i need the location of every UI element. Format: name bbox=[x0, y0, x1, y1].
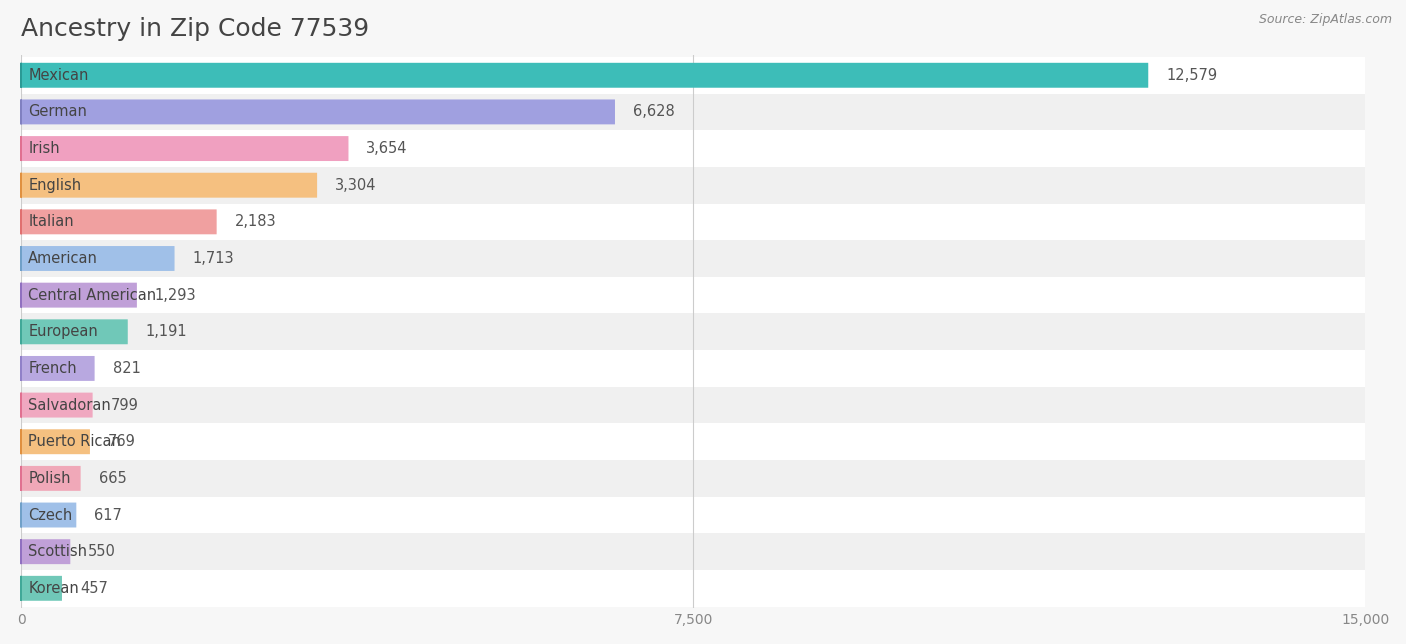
Text: Central American: Central American bbox=[28, 288, 156, 303]
FancyBboxPatch shape bbox=[21, 502, 76, 527]
Text: European: European bbox=[28, 325, 98, 339]
Text: Italian: Italian bbox=[28, 214, 75, 229]
Text: French: French bbox=[28, 361, 77, 376]
Text: 1,293: 1,293 bbox=[155, 288, 197, 303]
FancyBboxPatch shape bbox=[21, 314, 1365, 350]
FancyBboxPatch shape bbox=[21, 99, 614, 124]
Text: 6,628: 6,628 bbox=[633, 104, 675, 119]
FancyBboxPatch shape bbox=[21, 466, 80, 491]
FancyBboxPatch shape bbox=[21, 277, 1365, 314]
Text: 550: 550 bbox=[89, 544, 117, 559]
FancyBboxPatch shape bbox=[21, 460, 1365, 497]
Text: German: German bbox=[28, 104, 87, 119]
FancyBboxPatch shape bbox=[21, 533, 1365, 570]
Text: Polish: Polish bbox=[28, 471, 70, 486]
Text: Puerto Rican: Puerto Rican bbox=[28, 434, 121, 450]
Text: 617: 617 bbox=[94, 507, 122, 522]
FancyBboxPatch shape bbox=[21, 57, 1365, 93]
FancyBboxPatch shape bbox=[21, 393, 93, 417]
Text: 3,304: 3,304 bbox=[335, 178, 377, 193]
Text: 2,183: 2,183 bbox=[235, 214, 276, 229]
Text: Czech: Czech bbox=[28, 507, 73, 522]
FancyBboxPatch shape bbox=[21, 209, 217, 234]
FancyBboxPatch shape bbox=[21, 430, 90, 454]
Text: 665: 665 bbox=[98, 471, 127, 486]
FancyBboxPatch shape bbox=[21, 423, 1365, 460]
Text: Mexican: Mexican bbox=[28, 68, 89, 83]
FancyBboxPatch shape bbox=[21, 63, 1149, 88]
Text: 1,713: 1,713 bbox=[193, 251, 233, 266]
Text: 769: 769 bbox=[108, 434, 136, 450]
FancyBboxPatch shape bbox=[21, 130, 1365, 167]
FancyBboxPatch shape bbox=[21, 136, 349, 161]
Text: American: American bbox=[28, 251, 98, 266]
FancyBboxPatch shape bbox=[21, 570, 1365, 607]
Text: Source: ZipAtlas.com: Source: ZipAtlas.com bbox=[1258, 13, 1392, 26]
FancyBboxPatch shape bbox=[21, 240, 1365, 277]
FancyBboxPatch shape bbox=[21, 173, 318, 198]
Text: 457: 457 bbox=[80, 581, 108, 596]
Text: Korean: Korean bbox=[28, 581, 79, 596]
Text: 1,191: 1,191 bbox=[146, 325, 187, 339]
Text: Salvadoran: Salvadoran bbox=[28, 397, 111, 413]
Text: 3,654: 3,654 bbox=[367, 141, 408, 156]
Text: Scottish: Scottish bbox=[28, 544, 87, 559]
Text: Ancestry in Zip Code 77539: Ancestry in Zip Code 77539 bbox=[21, 17, 370, 41]
Text: 821: 821 bbox=[112, 361, 141, 376]
Text: 799: 799 bbox=[111, 397, 138, 413]
FancyBboxPatch shape bbox=[21, 350, 1365, 387]
FancyBboxPatch shape bbox=[21, 319, 128, 345]
FancyBboxPatch shape bbox=[21, 167, 1365, 204]
FancyBboxPatch shape bbox=[21, 387, 1365, 423]
FancyBboxPatch shape bbox=[21, 497, 1365, 533]
FancyBboxPatch shape bbox=[21, 576, 62, 601]
Text: Irish: Irish bbox=[28, 141, 60, 156]
FancyBboxPatch shape bbox=[21, 246, 174, 271]
FancyBboxPatch shape bbox=[21, 283, 136, 308]
FancyBboxPatch shape bbox=[21, 93, 1365, 130]
FancyBboxPatch shape bbox=[21, 539, 70, 564]
FancyBboxPatch shape bbox=[21, 356, 94, 381]
Text: English: English bbox=[28, 178, 82, 193]
Text: 12,579: 12,579 bbox=[1166, 68, 1218, 83]
FancyBboxPatch shape bbox=[21, 204, 1365, 240]
